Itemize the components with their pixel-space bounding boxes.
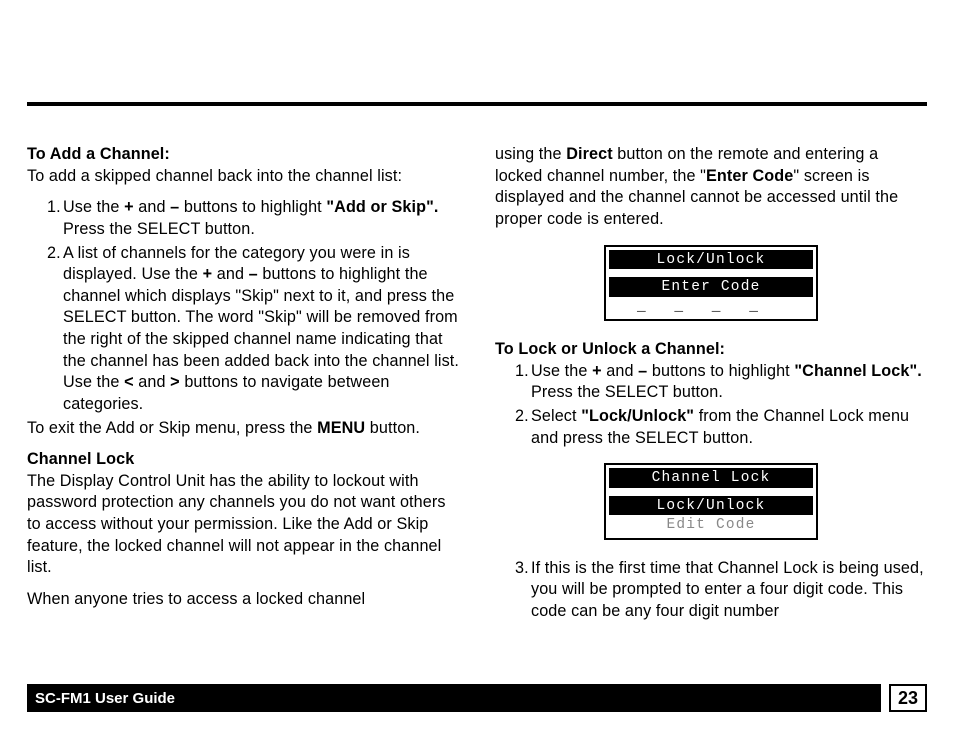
- top-divider: [27, 102, 927, 106]
- content-columns: To Add a Channel: To add a skipped chann…: [27, 144, 927, 625]
- page-number: 23: [889, 684, 927, 712]
- left-column: To Add a Channel: To add a skipped chann…: [27, 144, 459, 625]
- lock-steps-cont: 3.If this is the first time that Channel…: [495, 558, 927, 623]
- add-step-1: 1.Use the + and – buttons to highlight "…: [47, 197, 459, 240]
- channel-lock-p1: The Display Control Unit has the ability…: [27, 471, 459, 579]
- lock-step-2: 2.Select "Lock/Unlock" from the Channel …: [515, 406, 927, 449]
- page: To Add a Channel: To add a skipped chann…: [27, 0, 927, 734]
- lcd1-row-code: _ _ _ _: [609, 297, 813, 317]
- add-channel-heading: To Add a Channel:: [27, 144, 459, 166]
- lcd-lock-unlock: Lock/Unlock Enter Code _ _ _ _: [604, 245, 818, 322]
- add-intro: To add a skipped channel back into the c…: [27, 166, 459, 188]
- continuation: using the Direct button on the remote an…: [495, 144, 927, 231]
- footer-title: SC-FM1 User Guide: [27, 684, 881, 712]
- lock-unlock-heading: To Lock or Unlock a Channel:: [495, 339, 927, 361]
- lcd1-title: Lock/Unlock: [609, 250, 813, 270]
- lcd2-row-edit-code: Edit Code: [609, 515, 813, 535]
- lcd1-row-enter-code: Enter Code: [609, 277, 813, 297]
- footer: SC-FM1 User Guide 23: [27, 684, 927, 712]
- lock-step-1: 1.Use the + and – buttons to highlight "…: [515, 361, 927, 404]
- lcd2-title: Channel Lock: [609, 468, 813, 488]
- exit-menu: To exit the Add or Skip menu, press the …: [27, 418, 459, 440]
- add-step-2: 2.A list of channels for the category yo…: [47, 243, 459, 416]
- channel-lock-p2: When anyone tries to access a locked cha…: [27, 589, 459, 611]
- lcd-channel-lock: Channel Lock Lock/Unlock Edit Code: [604, 463, 818, 540]
- lcd2-row-lock-unlock: Lock/Unlock: [609, 496, 813, 516]
- lock-step-3: 3.If this is the first time that Channel…: [515, 558, 927, 623]
- right-column: using the Direct button on the remote an…: [495, 144, 927, 625]
- heading-text: To Add a Channel:: [27, 145, 170, 163]
- channel-lock-heading: Channel Lock: [27, 449, 459, 471]
- footer-gap: [881, 684, 889, 712]
- add-steps: 1.Use the + and – buttons to highlight "…: [27, 197, 459, 415]
- lock-steps: 1.Use the + and – buttons to highlight "…: [495, 361, 927, 450]
